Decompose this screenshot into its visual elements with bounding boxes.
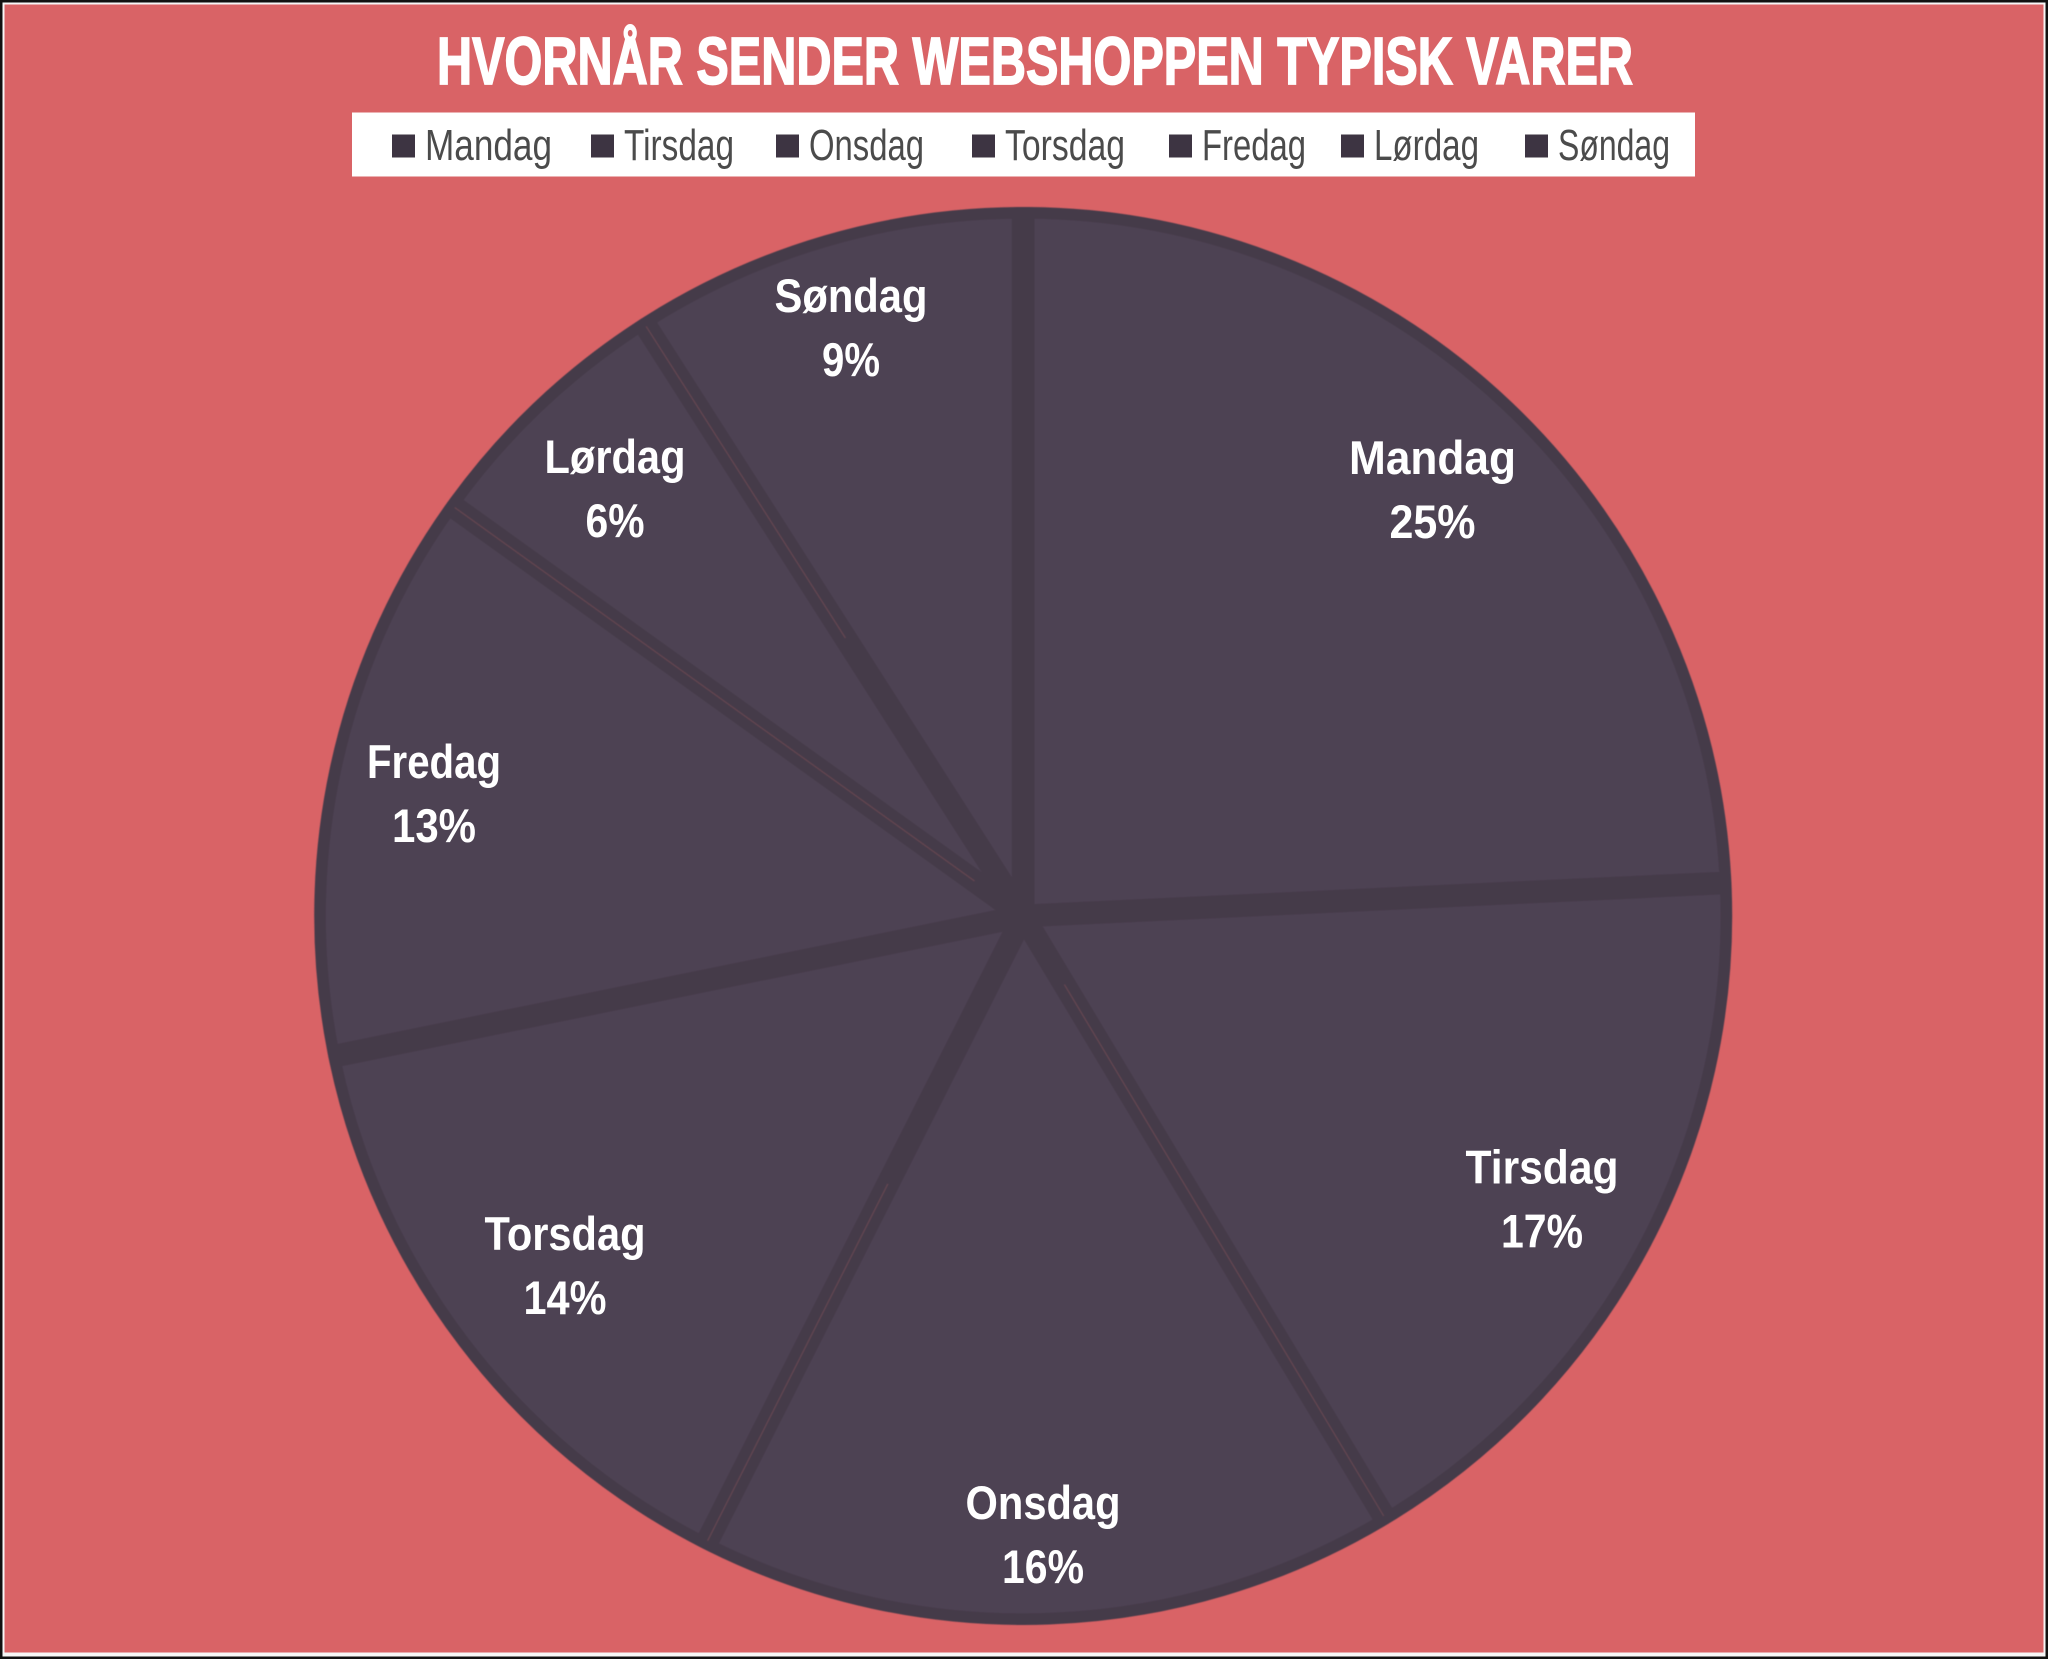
svg-text:Fredag: Fredag <box>367 735 501 788</box>
svg-text:17%: 17% <box>1501 1205 1583 1258</box>
svg-text:Torsdag: Torsdag <box>485 1207 646 1260</box>
svg-text:Søndag: Søndag <box>775 269 928 322</box>
svg-text:Fredag: Fredag <box>1202 121 1306 170</box>
svg-text:Onsdag: Onsdag <box>966 1476 1121 1529</box>
svg-text:Lørdag: Lørdag <box>545 430 686 483</box>
svg-text:13%: 13% <box>392 799 476 852</box>
svg-text:9%: 9% <box>822 333 880 386</box>
svg-text:16%: 16% <box>1002 1540 1084 1593</box>
svg-text:HVORNÅR SENDER WEBSHOPPEN TYPI: HVORNÅR SENDER WEBSHOPPEN TYPISK VARER <box>437 24 1633 99</box>
svg-text:Søndag: Søndag <box>1558 121 1670 170</box>
svg-text:Tirsdag: Tirsdag <box>624 121 734 170</box>
svg-text:Torsdag: Torsdag <box>1005 121 1125 170</box>
svg-text:Mandag: Mandag <box>425 121 552 170</box>
svg-text:14%: 14% <box>524 1271 607 1324</box>
svg-text:6%: 6% <box>586 494 645 547</box>
svg-text:Lørdag: Lørdag <box>1374 121 1479 170</box>
svg-text:Mandag: Mandag <box>1349 431 1516 484</box>
svg-text:Onsdag: Onsdag <box>809 121 924 170</box>
svg-text:Tirsdag: Tirsdag <box>1466 1141 1619 1194</box>
svg-text:25%: 25% <box>1390 495 1476 548</box>
